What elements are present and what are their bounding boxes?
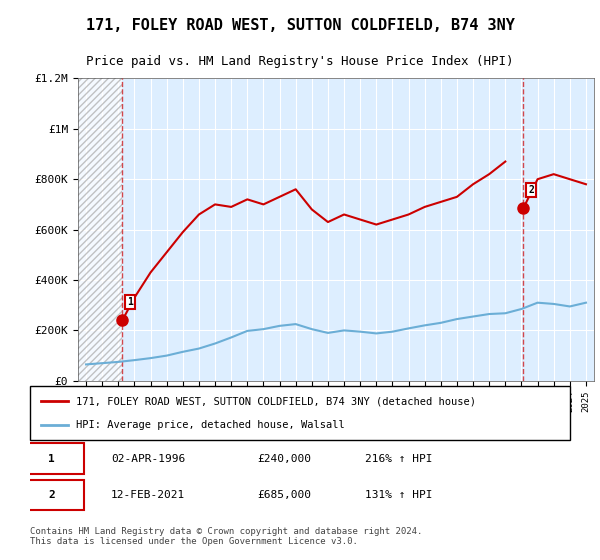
Bar <box>78 78 122 381</box>
Text: 171, FOLEY ROAD WEST, SUTTON COLDFIELD, B74 3NY (detached house): 171, FOLEY ROAD WEST, SUTTON COLDFIELD, … <box>76 396 476 407</box>
Text: 216% ↑ HPI: 216% ↑ HPI <box>365 454 432 464</box>
Text: 02-APR-1996: 02-APR-1996 <box>111 454 185 464</box>
Text: 1: 1 <box>127 297 133 307</box>
Text: £240,000: £240,000 <box>257 454 311 464</box>
Text: £685,000: £685,000 <box>257 490 311 500</box>
Text: 2: 2 <box>528 185 534 195</box>
Text: 1: 1 <box>48 454 55 464</box>
Text: 171, FOLEY ROAD WEST, SUTTON COLDFIELD, B74 3NY: 171, FOLEY ROAD WEST, SUTTON COLDFIELD, … <box>86 18 514 33</box>
Text: Contains HM Land Registry data © Crown copyright and database right 2024.
This d: Contains HM Land Registry data © Crown c… <box>30 526 422 546</box>
Text: HPI: Average price, detached house, Walsall: HPI: Average price, detached house, Wals… <box>76 419 344 430</box>
Text: 2: 2 <box>48 490 55 500</box>
Text: 131% ↑ HPI: 131% ↑ HPI <box>365 490 432 500</box>
Text: Price paid vs. HM Land Registry's House Price Index (HPI): Price paid vs. HM Land Registry's House … <box>86 55 514 68</box>
Text: 12-FEB-2021: 12-FEB-2021 <box>111 490 185 500</box>
FancyBboxPatch shape <box>19 479 84 510</box>
FancyBboxPatch shape <box>30 386 570 440</box>
FancyBboxPatch shape <box>19 444 84 474</box>
